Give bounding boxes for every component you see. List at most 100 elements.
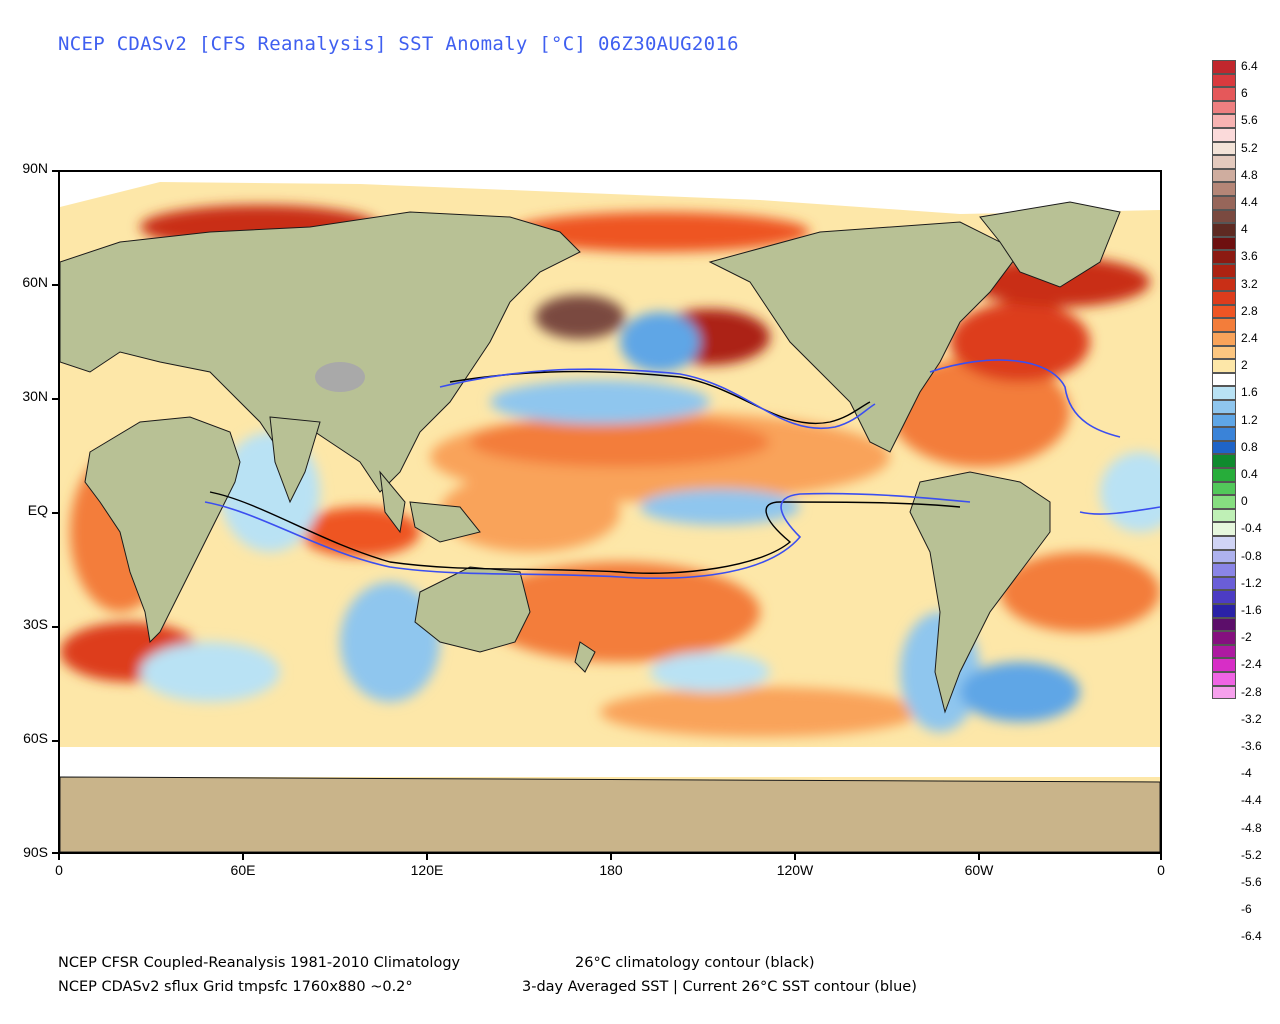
colorbar-swatch — [1212, 481, 1236, 496]
footer-climatology: NCEP CFSR Coupled-Reanalysis 1981-2010 C… — [58, 955, 461, 971]
colorbar-swatch — [1212, 304, 1236, 319]
colorbar-swatch — [1212, 522, 1236, 536]
colorbar-swatch — [1212, 60, 1236, 74]
lat-label-90s: 90S — [23, 844, 48, 860]
lat-tick — [52, 626, 58, 628]
colorbar-swatch — [1212, 413, 1236, 428]
colorbar-tick-label: -0.8 — [1241, 548, 1262, 563]
colorbar-tick-label: 4 — [1241, 222, 1248, 237]
colorbar-tick-label: -3.6 — [1241, 739, 1262, 753]
arctic-sea-ice — [60, 172, 1160, 214]
colorbar-swatch — [1212, 291, 1236, 305]
colorbar-tick-label: -6.4 — [1241, 929, 1262, 944]
lon-tick — [426, 854, 428, 860]
colorbar-tick-label: -3.2 — [1241, 711, 1262, 726]
colorbar-swatch — [1212, 386, 1236, 400]
lat-label-60s: 60S — [23, 730, 48, 746]
lat-label-90n: 90N — [22, 160, 48, 176]
lat-tick — [52, 512, 58, 514]
sst-26c-contours — [204, 359, 1160, 579]
lon-label-120w: 120W — [776, 862, 814, 878]
colorbar-swatch — [1212, 182, 1236, 196]
lat-tick — [52, 170, 58, 172]
colorbar-swatch — [1212, 440, 1236, 455]
lat-tick — [52, 852, 58, 854]
colorbar-tick-label: 5.6 — [1241, 113, 1258, 128]
colorbar-swatch — [1212, 345, 1236, 360]
lat-label-eq: EQ — [27, 502, 48, 518]
current-contour-south — [204, 492, 971, 579]
colorbar-swatch — [1212, 536, 1236, 550]
lon-label-0-end: 0 — [1157, 862, 1165, 878]
colorbar-tick-label: 4.4 — [1241, 195, 1258, 209]
colorbar-tick-label: -6 — [1241, 902, 1252, 917]
colorbar-swatch — [1212, 359, 1236, 373]
colorbar-swatch — [1212, 372, 1236, 387]
colorbar-swatch — [1212, 73, 1236, 88]
lat-label-30n: 30N — [22, 388, 48, 404]
colorbar-tick-label: -5.6 — [1241, 875, 1262, 889]
colorbar-swatch — [1212, 685, 1236, 700]
map-graphic — [60, 172, 1160, 852]
colorbar-swatch — [1212, 168, 1236, 183]
colorbar-swatch — [1212, 332, 1236, 346]
colorbar-swatch — [1212, 631, 1236, 645]
lon-label-120e: 120E — [410, 862, 444, 878]
colorbar-swatch — [1212, 223, 1236, 237]
colorbar-swatch — [1212, 400, 1236, 414]
colorbar-swatch — [1212, 196, 1236, 210]
colorbar-tick-label: -4.4 — [1241, 793, 1262, 808]
lon-tick — [1160, 854, 1162, 860]
colorbar-swatch — [1212, 141, 1236, 156]
colorbar-swatch — [1212, 604, 1236, 618]
lat-tick — [52, 740, 58, 742]
lat-tick — [52, 398, 58, 400]
lat-label-60n: 60N — [22, 274, 48, 290]
colorbar-swatch — [1212, 508, 1236, 523]
lon-label-0: 0 — [55, 862, 63, 878]
climatology-contour-south — [209, 491, 961, 574]
colorbar-swatch — [1212, 128, 1236, 142]
colorbar-swatch — [1212, 264, 1236, 278]
colorbar-tick-label: -4.8 — [1241, 820, 1262, 835]
colorbar-swatch — [1212, 250, 1236, 264]
lat-label-30s: 30S — [23, 616, 48, 632]
colorbar-tick-label: -0.4 — [1241, 521, 1262, 536]
colorbar-swatch — [1212, 658, 1236, 672]
colorbar-swatch — [1212, 495, 1236, 509]
colorbar-tick-label: -1.2 — [1241, 575, 1262, 590]
colorbar-tick-label: 2 — [1241, 358, 1248, 373]
tibet-plateau — [315, 362, 365, 392]
colorbar-tick-label: 6 — [1241, 86, 1248, 101]
lon-tick — [58, 854, 60, 860]
colorbar-swatch — [1212, 563, 1236, 577]
chart-title: NCEP CDASv2 [CFS Reanalysis] SST Anomaly… — [58, 33, 739, 55]
colorbar-swatch — [1212, 236, 1236, 251]
land — [60, 201, 1160, 852]
footer-current-contour: 3-day Averaged SST | Current 26°C SST co… — [522, 979, 917, 995]
lon-tick — [978, 854, 980, 860]
colorbar-swatch — [1212, 87, 1236, 101]
colorbar-swatch — [1212, 100, 1236, 115]
colorbar-tick-label: 4.8 — [1241, 167, 1258, 182]
colorbar-tick-label: 3.6 — [1241, 249, 1258, 264]
colorbar-swatch — [1212, 468, 1236, 482]
colorbar-swatch — [1212, 277, 1236, 292]
colorbar-tick-label: 6.4 — [1241, 59, 1258, 73]
colorbar-tick-label: 2.4 — [1241, 331, 1258, 345]
lon-label-60w: 60W — [964, 862, 994, 878]
sst-anomaly-map — [58, 170, 1162, 854]
current-contour-north — [439, 368, 876, 430]
colorbar-swatch — [1212, 454, 1236, 468]
lon-tick — [242, 854, 244, 860]
lon-label-180: 180 — [599, 862, 623, 878]
colorbar-tick-label: 5.2 — [1241, 140, 1258, 155]
colorbar-swatch — [1212, 318, 1236, 332]
lat-tick — [52, 284, 58, 286]
current-contour-atlantic — [929, 359, 1121, 438]
colorbar-tick-label: -2.8 — [1241, 684, 1262, 699]
colorbar-swatch — [1212, 427, 1236, 441]
lon-label-60e: 60E — [230, 862, 256, 878]
antarctic-sea-ice — [60, 747, 1160, 777]
colorbar-tick-label: -2.4 — [1241, 657, 1262, 672]
